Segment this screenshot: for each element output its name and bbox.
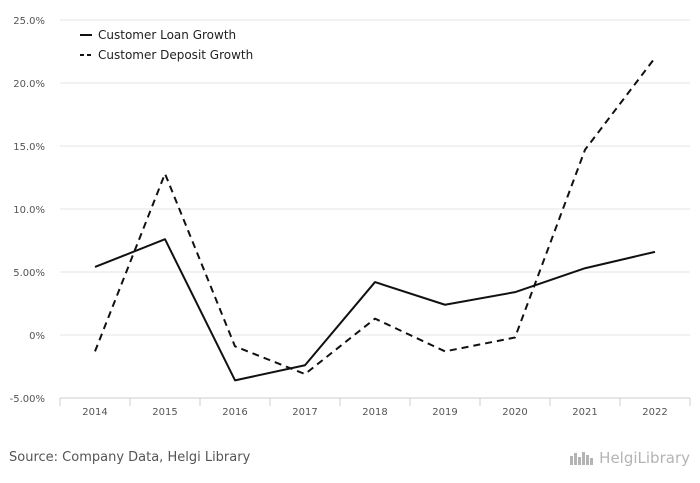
deposit-point-2022 [652, 55, 658, 61]
helgi-library-logo-icon [570, 452, 594, 465]
x-tick-label-2015: 2015 [152, 407, 177, 418]
x-tick-label-2017: 2017 [292, 407, 317, 418]
y-tick-label-1: 0% [29, 331, 45, 342]
brand-logo[interactable]: HelgiLibrary [569, 449, 690, 467]
source-note: Source: Company Data, Helgi Library [9, 450, 251, 465]
loan-point-2017 [302, 362, 308, 368]
loan-point-2015 [162, 236, 168, 242]
y-tick-label-0: -5.00% [10, 394, 45, 405]
deposit-point-2020 [512, 335, 518, 341]
legend-label-1: Customer Deposit Growth [98, 48, 253, 62]
deposit-point-2018 [372, 316, 378, 322]
series-group [92, 55, 658, 383]
y-tick-label-2: 5.00% [13, 268, 45, 279]
y-axis: -5.00% 0% 5.00% 10.0% 15.0% 20.0% 25.0% [10, 16, 45, 405]
deposit-point-2016 [232, 343, 238, 349]
x-tick-label-2021: 2021 [572, 407, 597, 418]
loan-point-2021 [582, 265, 588, 271]
y-tick-label-4: 15.0% [13, 142, 45, 153]
x-tick-label-2019: 2019 [432, 407, 457, 418]
loan-point-2019 [442, 302, 448, 308]
loan-point-2022 [652, 249, 658, 255]
legend: Customer Loan Growth Customer Deposit Gro… [80, 28, 253, 62]
brand-text: HelgiLibrary [599, 449, 690, 467]
x-tick-label-2022: 2022 [642, 407, 667, 418]
x-tick-label-2016: 2016 [222, 407, 247, 418]
y-tick-label-3: 10.0% [13, 205, 45, 216]
x-tick-label-2020: 2020 [502, 407, 527, 418]
deposit-point-2015 [162, 171, 168, 177]
deposit-point-2021 [582, 147, 588, 153]
x-axis: 2014 2015 2016 2017 2018 2019 2020 2021 2022 [59, 397, 691, 418]
deposit-point-2014 [92, 348, 98, 354]
line-chart: -5.00%0%5.00%10.0%15.0%20.0%25.0% 2014 20… [10, 16, 691, 418]
loan-point-2018 [372, 279, 378, 285]
y-tick-label-6: 25.0% [13, 16, 45, 27]
loan-point-2014 [92, 264, 98, 270]
customer-deposit-growth-line [94, 57, 656, 376]
x-tick-label-2018: 2018 [362, 407, 387, 418]
loan-point-2020 [512, 289, 518, 295]
grid-lines [60, 19, 690, 399]
deposit-point-2019 [442, 348, 448, 354]
x-tick-label-2014: 2014 [82, 407, 107, 418]
deposit-point-2017 [302, 371, 308, 377]
customer-loan-growth-line [94, 238, 656, 382]
loan-point-2016 [232, 377, 238, 383]
y-tick-label-5: 20.0% [13, 79, 45, 90]
legend-label-0: Customer Loan Growth [98, 28, 236, 42]
